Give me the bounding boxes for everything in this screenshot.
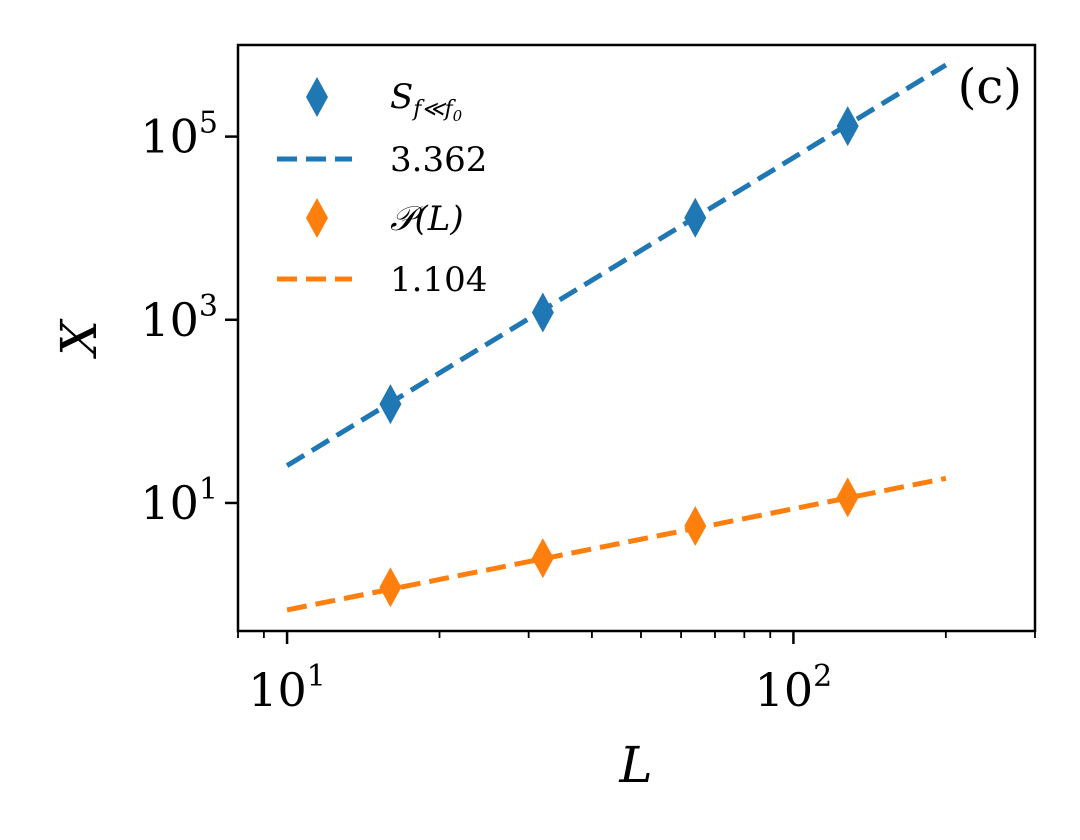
data-point-series2-2 bbox=[684, 506, 707, 547]
legend-label-p: 𝒫(L) bbox=[390, 199, 464, 239]
fit-line-1104 bbox=[286, 475, 947, 613]
x-tick-label-0: 101 bbox=[248, 659, 326, 717]
x-axis-label: L bbox=[618, 736, 652, 794]
plot-data-layer bbox=[285, 62, 948, 613]
plot-frame bbox=[236, 43, 1037, 633]
legend-label-s: Sf≪f0 bbox=[390, 77, 463, 125]
y-tick-label-0: 101 bbox=[140, 472, 218, 530]
tick-layer: 101 102 101 103 105 bbox=[140, 106, 1036, 717]
x-tick-label-1: 102 bbox=[755, 659, 833, 717]
panel-label: (c) bbox=[958, 59, 1022, 115]
y-tick-label-2: 105 bbox=[140, 106, 218, 164]
data-point-series0-3 bbox=[836, 106, 859, 147]
y-tick-label-1: 103 bbox=[140, 289, 218, 347]
data-point-series2-1 bbox=[531, 538, 554, 579]
data-point-series0-1 bbox=[531, 292, 554, 333]
legend-marker-p bbox=[306, 198, 328, 238]
data-point-series0-2 bbox=[684, 197, 707, 238]
legend: Sf≪f0 3.362 𝒫(L) 1.104 bbox=[277, 77, 487, 300]
data-point-series0-0 bbox=[379, 384, 402, 425]
data-point-series2-0 bbox=[379, 567, 402, 608]
legend-marker-s bbox=[306, 77, 328, 117]
y-axis-label: X bbox=[50, 318, 108, 360]
legend-label-1104: 1.104 bbox=[390, 260, 487, 300]
legend-label-3362: 3.362 bbox=[390, 140, 487, 180]
data-point-series2-3 bbox=[836, 477, 859, 518]
